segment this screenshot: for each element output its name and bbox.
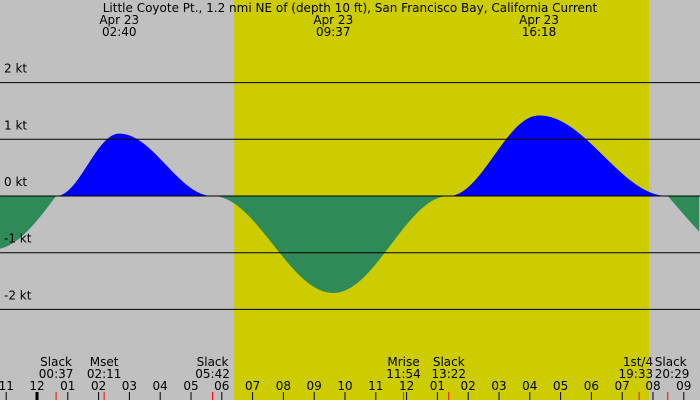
ebb-area bbox=[213, 196, 450, 293]
event-name-label: Slack bbox=[655, 355, 687, 369]
event-time-label: 13:22 bbox=[431, 367, 466, 381]
chart-title: Little Coyote Pt., 1.2 nmi NE of (depth … bbox=[103, 1, 598, 15]
x-tick-label: 04 bbox=[522, 379, 537, 393]
event-time-label: 20:29 bbox=[655, 367, 690, 381]
extreme-time-label: 09:37 bbox=[316, 25, 351, 39]
extreme-date-label: Apr 23 bbox=[313, 13, 353, 27]
extreme-time-label: 16:18 bbox=[522, 25, 557, 39]
x-tick-label: 03 bbox=[491, 379, 506, 393]
x-tick-label: 08 bbox=[276, 379, 291, 393]
x-tick-label: 03 bbox=[122, 379, 137, 393]
flood-area bbox=[56, 133, 214, 196]
event-time-label: 11:54 bbox=[386, 367, 421, 381]
event-name-label: 1st/4 bbox=[623, 355, 653, 369]
extreme-time-label: 02:40 bbox=[102, 25, 137, 39]
x-tick-label: 08 bbox=[645, 379, 660, 393]
x-tick-label: 01 bbox=[430, 379, 445, 393]
x-tick-label: 06 bbox=[584, 379, 599, 393]
x-tick-label: 05 bbox=[553, 379, 568, 393]
x-tick-label: 04 bbox=[153, 379, 168, 393]
event-name-label: Mset bbox=[90, 355, 119, 369]
x-tick-label: 01 bbox=[60, 379, 75, 393]
x-tick-label: 09 bbox=[676, 379, 691, 393]
x-tick-label: 12 bbox=[399, 379, 414, 393]
extreme-date-label: Apr 23 bbox=[519, 13, 559, 27]
ebb-area bbox=[668, 196, 700, 232]
x-tick-label: 12 bbox=[29, 379, 44, 393]
event-time-label: 19:33 bbox=[619, 367, 654, 381]
x-tick-label: 05 bbox=[183, 379, 198, 393]
x-tick-label: 06 bbox=[214, 379, 229, 393]
event-name-label: Slack bbox=[433, 355, 465, 369]
event-name-label: Slack bbox=[197, 355, 229, 369]
y-tick-label: -1 kt bbox=[4, 232, 32, 246]
ebb-area bbox=[0, 196, 57, 249]
x-tick-label: 07 bbox=[615, 379, 630, 393]
extreme-date-label: Apr 23 bbox=[99, 13, 139, 27]
x-tick-label: 10 bbox=[337, 379, 352, 393]
x-tick-label: 11 bbox=[368, 379, 383, 393]
x-tick-label: 02 bbox=[461, 379, 476, 393]
event-name-label: Mrise bbox=[387, 355, 419, 369]
x-tick-label: 07 bbox=[245, 379, 260, 393]
event-time-label: 02:11 bbox=[87, 367, 122, 381]
event-time-label: 05:42 bbox=[195, 367, 230, 381]
x-tick-label: 09 bbox=[307, 379, 322, 393]
x-tick-label: 11 bbox=[0, 379, 14, 393]
x-tick-label: 02 bbox=[91, 379, 106, 393]
y-tick-label: -2 kt bbox=[4, 288, 32, 302]
y-tick-label: 0 kt bbox=[4, 175, 27, 189]
event-time-label: 00:37 bbox=[39, 367, 74, 381]
flood-area bbox=[449, 115, 669, 196]
y-tick-label: 1 kt bbox=[4, 118, 27, 132]
y-tick-label: 2 kt bbox=[4, 62, 27, 76]
event-name-label: Slack bbox=[40, 355, 72, 369]
